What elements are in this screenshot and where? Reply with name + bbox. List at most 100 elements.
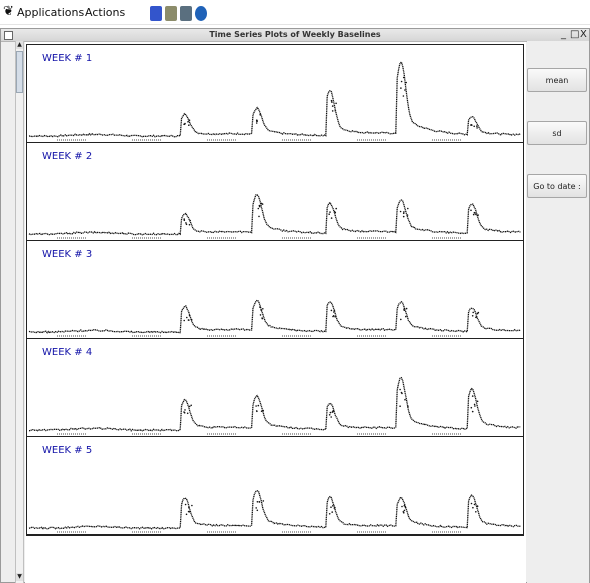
data-point [191,504,193,507]
data-point [331,105,334,107]
data-point [329,211,331,213]
data-point [185,223,188,226]
data-point [403,504,406,507]
data-point [255,122,258,124]
data-point [476,125,478,127]
launcher-monitor-icon[interactable] [180,6,192,21]
data-point [403,307,406,310]
week-series-line [28,194,521,236]
data-point [257,207,260,210]
week-label: WEEK # 4 [42,347,93,358]
data-point [402,76,405,79]
data-point [330,99,333,102]
data-point [331,101,333,103]
week-plot-panel: WEEK # 1 [27,45,523,143]
data-point [404,398,406,401]
data-point [407,405,409,407]
data-point [259,113,261,116]
data-point [262,409,264,412]
week-timeseries-plot [28,489,521,533]
actions-menu[interactable]: Actions [85,6,126,19]
data-point [400,87,402,89]
data-point [259,306,261,308]
launcher-notes-icon[interactable] [165,6,177,21]
vertical-scrollbar[interactable]: ▲ ▼ [15,41,24,583]
data-point [188,314,191,317]
data-point [473,211,476,214]
data-point [329,411,332,414]
launcher-globe-icon[interactable] [195,6,207,21]
data-point [188,119,191,121]
data-point [183,219,186,222]
week-series-line [28,61,521,138]
data-point [332,315,335,317]
window-titlebar[interactable]: Time Series Plots of Weekly Baselines _ … [1,29,589,42]
data-point [403,309,405,311]
data-point [185,513,188,516]
scroll-up-arrow-icon[interactable]: ▲ [16,41,23,49]
data-point [335,207,338,210]
data-point [471,315,474,317]
data-point [184,503,187,506]
scroll-down-arrow-icon[interactable]: ▼ [16,573,23,581]
desktop-logo-icon[interactable]: ❦ [3,4,14,19]
mean-button[interactable]: mean [527,68,587,92]
weekly-plots-frame: WEEK # 1 WEEK # 2 WEEK # 3 WEEK # 4 WEEK… [26,44,524,536]
window-menu-icon[interactable] [4,31,13,40]
data-point [472,213,475,216]
data-point [255,507,257,509]
week-label: WEEK # 1 [42,53,93,64]
scrollbar-thumb[interactable] [16,51,23,93]
data-point [332,410,334,412]
data-point [188,124,190,126]
data-point [259,314,262,316]
week-label: WEEK # 3 [42,249,93,260]
data-point [188,405,191,408]
data-point [262,308,264,310]
data-point [257,404,260,407]
data-point [256,119,258,121]
data-point [255,410,258,412]
data-point [471,395,474,397]
data-point [256,509,259,512]
window-title: Time Series Plots of Weekly Baselines [209,30,381,39]
week-series-line [28,489,521,530]
data-point [330,309,333,312]
launcher-menu-icon[interactable] [150,6,162,21]
data-point [186,316,188,319]
data-point [188,506,190,509]
data-point [330,416,333,418]
data-point [470,124,473,126]
data-point [328,414,331,416]
data-point [183,412,186,414]
week-timeseries-plot [28,194,521,239]
maximize-button[interactable]: □ [570,29,580,40]
data-point [185,222,187,224]
data-point [333,309,336,311]
go-to-date-button[interactable]: Go to date : [527,174,587,198]
applications-menu[interactable]: Applications [17,6,85,19]
week-plot-panel: WEEK # 4 [27,339,523,437]
week-plot-panel: WEEK # 3 [27,241,523,339]
data-point [476,400,479,403]
data-point [405,307,408,310]
data-point [399,388,401,391]
minimize-button[interactable]: _ [561,29,566,40]
data-point [476,505,479,508]
data-point [261,317,263,319]
data-point [261,203,264,205]
week-series-line [28,376,521,432]
sd-button[interactable]: sd [527,121,587,145]
data-point [476,127,478,129]
data-point [258,501,261,503]
close-button[interactable]: X [580,29,587,40]
data-point [473,503,476,506]
data-point [183,319,185,322]
week-timeseries-plot [28,299,521,337]
data-point [399,405,401,407]
data-point [258,204,261,207]
data-point [190,318,193,321]
data-point [403,509,406,512]
data-point [476,312,479,315]
week-label: WEEK # 5 [42,445,93,456]
